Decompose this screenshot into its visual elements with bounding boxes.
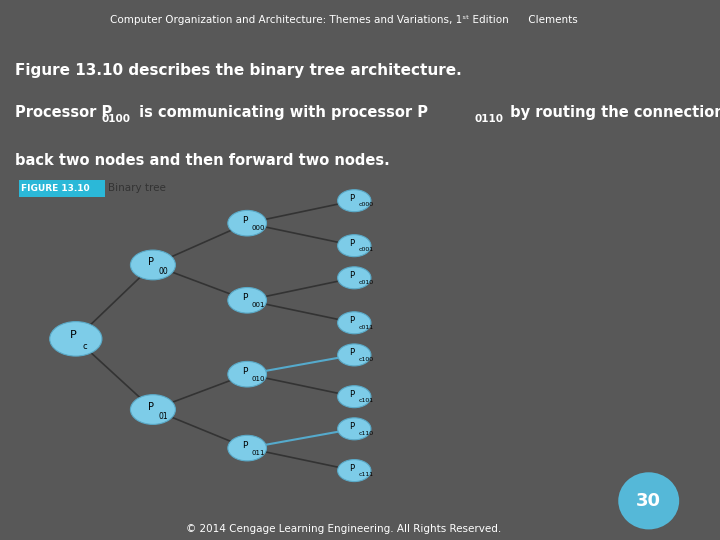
Text: P: P xyxy=(148,257,154,267)
FancyBboxPatch shape xyxy=(19,180,104,197)
Text: c100: c100 xyxy=(359,357,374,362)
Ellipse shape xyxy=(228,287,266,313)
Text: 01: 01 xyxy=(158,412,168,421)
Text: back two nodes and then forward two nodes.: back two nodes and then forward two node… xyxy=(15,153,390,168)
Text: P: P xyxy=(350,390,355,399)
Ellipse shape xyxy=(338,190,371,212)
Ellipse shape xyxy=(338,386,371,408)
Text: P: P xyxy=(350,194,355,203)
Text: Binary tree: Binary tree xyxy=(108,183,166,193)
Text: 0100: 0100 xyxy=(102,114,131,124)
Ellipse shape xyxy=(228,435,266,461)
Text: c110: c110 xyxy=(359,430,374,436)
Text: P: P xyxy=(243,216,248,225)
Text: P: P xyxy=(350,422,355,431)
Text: © 2014 Cengage Learning Engineering. All Rights Reserved.: © 2014 Cengage Learning Engineering. All… xyxy=(186,524,501,534)
Text: c010: c010 xyxy=(359,280,374,285)
Text: P: P xyxy=(243,441,248,450)
Text: c: c xyxy=(82,342,86,350)
Circle shape xyxy=(618,472,679,529)
Text: c011: c011 xyxy=(359,325,374,329)
Ellipse shape xyxy=(338,344,371,366)
Text: 30: 30 xyxy=(636,492,661,510)
Ellipse shape xyxy=(338,235,371,256)
Ellipse shape xyxy=(338,460,371,482)
Text: 000: 000 xyxy=(252,225,265,231)
Text: P: P xyxy=(71,330,77,341)
Ellipse shape xyxy=(130,395,176,424)
Text: c000: c000 xyxy=(359,202,374,207)
Text: P: P xyxy=(148,402,154,411)
Text: P: P xyxy=(243,293,248,302)
Text: P: P xyxy=(350,271,355,280)
Text: 00: 00 xyxy=(158,267,168,276)
Text: P: P xyxy=(350,464,355,473)
Text: is communicating with processor P: is communicating with processor P xyxy=(134,105,428,120)
Text: Computer Organization and Architecture: Themes and Variations, 1ˢᵗ Edition      : Computer Organization and Architecture: … xyxy=(110,15,577,25)
Text: c001: c001 xyxy=(359,247,374,253)
Text: by routing the connection: by routing the connection xyxy=(505,105,720,120)
Ellipse shape xyxy=(338,267,371,289)
Text: P: P xyxy=(350,348,355,357)
Text: Figure 13.10 describes the binary tree architecture.: Figure 13.10 describes the binary tree a… xyxy=(15,63,462,78)
Text: Processor P: Processor P xyxy=(15,105,112,120)
Ellipse shape xyxy=(50,322,102,356)
Text: c101: c101 xyxy=(359,399,374,403)
Text: 001: 001 xyxy=(252,302,265,308)
Text: 0110: 0110 xyxy=(474,114,503,124)
Ellipse shape xyxy=(338,312,371,334)
Ellipse shape xyxy=(228,361,266,387)
Ellipse shape xyxy=(338,418,371,440)
Text: 011: 011 xyxy=(252,450,265,456)
Ellipse shape xyxy=(130,250,176,280)
Text: P: P xyxy=(350,316,355,325)
Text: c111: c111 xyxy=(359,472,374,477)
Text: FIGURE 13.10: FIGURE 13.10 xyxy=(22,184,90,193)
Text: P: P xyxy=(243,367,248,376)
Ellipse shape xyxy=(228,211,266,236)
Text: 010: 010 xyxy=(252,376,265,382)
Text: P: P xyxy=(350,239,355,248)
